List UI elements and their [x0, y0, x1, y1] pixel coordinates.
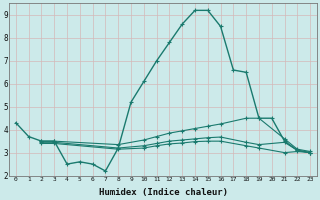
X-axis label: Humidex (Indice chaleur): Humidex (Indice chaleur) — [99, 188, 228, 197]
